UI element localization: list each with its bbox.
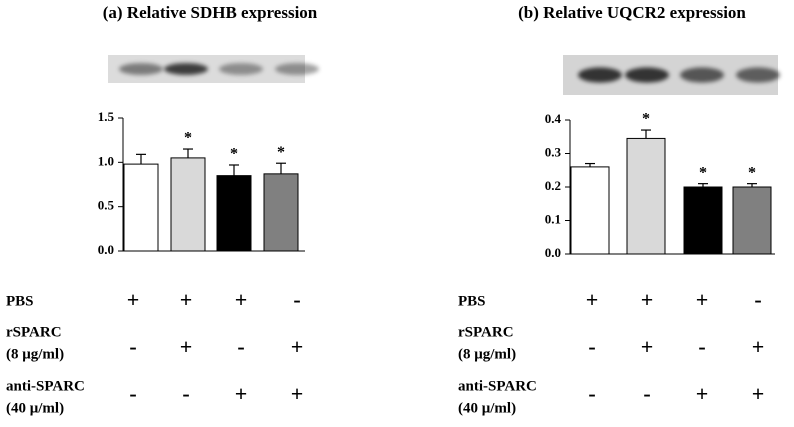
y-tick-label: 0.4 [545, 111, 562, 126]
treatment-sign: + [586, 287, 599, 312]
blot-band [219, 63, 263, 75]
treatment-label: PBS [458, 293, 486, 309]
significance-label: * [230, 146, 238, 163]
y-tick-label: 0.0 [545, 245, 561, 260]
treatment-sign: + [180, 287, 193, 312]
treatment-sign: + [752, 334, 765, 359]
treatment-sign: - [237, 334, 244, 359]
error-bar [183, 148, 193, 158]
significance-label: * [277, 144, 285, 161]
treatment-sign: - [129, 381, 136, 406]
error-bar [641, 129, 651, 139]
y-tick-label: 0.5 [98, 198, 115, 213]
y-tick-label: 0.2 [545, 178, 561, 193]
blot-band [578, 67, 622, 83]
chart-title: (a) Relative SDHB expression [103, 3, 318, 22]
treatment-label: anti-SPARC [458, 378, 537, 394]
treatment-label: anti-SPARC [6, 378, 85, 394]
blot-band [164, 63, 208, 75]
treatment-sign: - [643, 381, 650, 406]
treatment-sign: + [127, 287, 140, 312]
treatment-sign: + [641, 287, 654, 312]
treatment-sign: + [696, 287, 709, 312]
treatment-label: (8 μg/ml) [458, 346, 516, 362]
blot-band [680, 67, 724, 83]
blot-band [736, 67, 780, 83]
treatment-sign: + [180, 334, 193, 359]
bar [626, 137, 666, 255]
blot-band [275, 63, 319, 75]
significance-label: * [642, 111, 650, 128]
bar [570, 166, 610, 255]
error-bar [229, 164, 239, 176]
y-tick-label: 0.1 [545, 211, 561, 226]
treatment-sign: - [129, 334, 136, 359]
treatment-sign: + [235, 381, 248, 406]
treatment-sign: + [696, 381, 709, 406]
blot-band [119, 63, 163, 75]
treatment-label: rSPARC [6, 324, 62, 340]
bar [732, 186, 772, 255]
bar [170, 157, 206, 252]
bar [123, 163, 159, 252]
error-bar [136, 153, 146, 165]
bar [683, 186, 723, 255]
y-tick-label: 0.0 [98, 242, 114, 257]
treatment-label: rSPARC [458, 324, 514, 340]
significance-label: * [748, 164, 756, 181]
treatment-sign: - [698, 334, 705, 359]
error-bar [276, 162, 286, 174]
significance-label: * [184, 130, 192, 147]
chart-title: (b) Relative UQCR2 expression [518, 3, 746, 22]
treatment-sign: + [291, 381, 304, 406]
bar [216, 175, 252, 252]
y-tick-label: 1.0 [98, 153, 114, 168]
treatment-label: (8 μg/ml) [6, 346, 64, 362]
treatment-sign: + [752, 381, 765, 406]
blot-band [625, 67, 669, 83]
y-tick-label: 0.3 [545, 144, 562, 159]
significance-label: * [699, 164, 707, 181]
error-bar [698, 183, 708, 187]
treatment-sign: - [588, 381, 595, 406]
treatment-sign: + [641, 334, 654, 359]
error-bar [747, 183, 757, 187]
treatment-sign: - [754, 287, 761, 312]
treatment-sign: + [235, 287, 248, 312]
y-tick-label: 1.5 [98, 109, 115, 124]
treatment-sign: - [588, 334, 595, 359]
treatment-label: (40 μ/ml) [6, 400, 64, 416]
error-bar [585, 162, 595, 167]
treatment-sign: - [293, 287, 300, 312]
treatment-label: (40 μ/ml) [458, 400, 516, 416]
treatment-sign: + [291, 334, 304, 359]
bar [263, 173, 299, 252]
treatment-label: PBS [6, 293, 34, 309]
treatment-sign: - [182, 381, 189, 406]
